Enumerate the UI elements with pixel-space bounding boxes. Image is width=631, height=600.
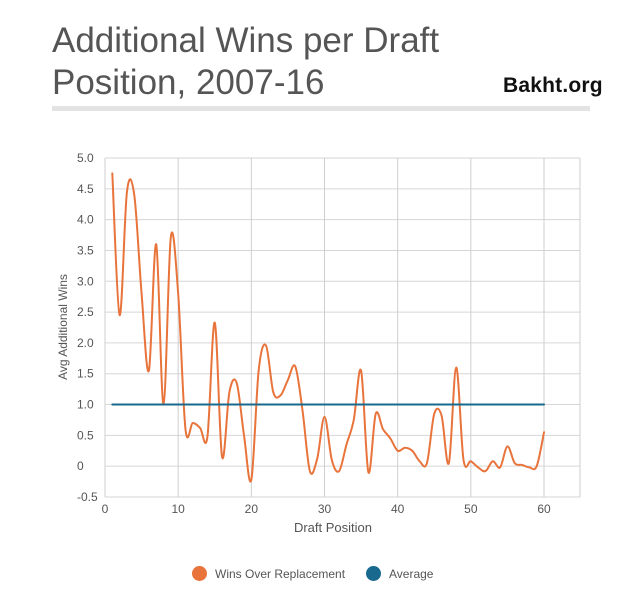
x-tick-label: 50 xyxy=(464,502,478,516)
y-tick-label: 3.5 xyxy=(77,243,94,257)
x-tick-label: 10 xyxy=(171,502,185,516)
chart-title: Additional Wins per Draft Position, 2007… xyxy=(52,21,440,102)
y-tick-label: 4.5 xyxy=(77,182,94,196)
y-tick-label: 1.5 xyxy=(77,367,94,381)
legend-label-wins: Wins Over Replacement xyxy=(215,566,346,581)
legend-swatch-average xyxy=(366,566,381,581)
y-tick-label: 3.0 xyxy=(77,274,94,288)
chart-legend: Wins Over Replacement Average xyxy=(0,566,631,586)
y-tick-label: 5.0 xyxy=(77,151,94,165)
y-tick-label: 0.5 xyxy=(77,428,94,442)
legend-label-average: Average xyxy=(389,566,434,581)
y-tick-label: 0 xyxy=(77,459,84,473)
chart-series xyxy=(111,172,545,483)
y-tick-label: 2.5 xyxy=(77,305,94,319)
y-axis-label: Avg Additional Wins xyxy=(56,274,70,380)
x-tick-label: 0 xyxy=(102,502,109,516)
x-axis-ticks: 0 10 20 30 40 50 60 xyxy=(102,502,551,516)
x-tick-label: 20 xyxy=(245,502,259,516)
chart-grid xyxy=(104,157,581,498)
legend-swatch-wins xyxy=(192,566,207,581)
brand-logo-text: Bakht.org xyxy=(503,74,603,97)
y-tick-label: 4.0 xyxy=(77,213,94,227)
x-tick-label: 30 xyxy=(318,502,332,516)
y-axis-ticks: -0.5 0 0.5 1.0 1.5 2.0 2.5 3.0 3.5 4.0 4.5 5.0 xyxy=(77,151,98,504)
x-tick-label: 60 xyxy=(537,502,551,516)
legend-item-wins[interactable]: Wins Over Replacement xyxy=(192,566,345,581)
y-tick-label: 1.0 xyxy=(77,398,94,412)
legend-item-average[interactable]: Average xyxy=(366,566,433,581)
y-tick-label: 2.0 xyxy=(77,336,94,350)
x-tick-label: 40 xyxy=(391,502,405,516)
title-underline xyxy=(52,106,590,111)
x-axis-label: Draft Position xyxy=(294,520,372,535)
y-tick-label: -0.5 xyxy=(77,490,98,504)
series-line-wins-over-replacement[interactable] xyxy=(111,172,545,483)
